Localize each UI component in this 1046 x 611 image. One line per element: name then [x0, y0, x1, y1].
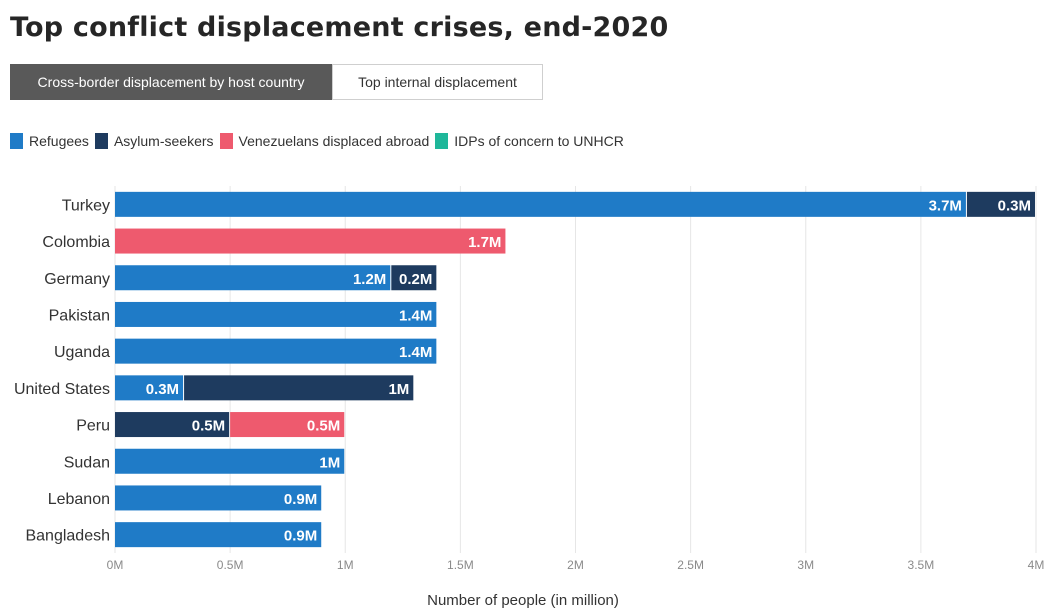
x-axis-label: Number of people (in million) [427, 592, 619, 609]
data-label: 0.5M [307, 418, 340, 435]
legend-swatch-asylum-seekers [94, 133, 108, 149]
data-label: 1.2M [353, 271, 386, 288]
chart-title: Top conflict displacement crises, end-20… [10, 12, 669, 43]
data-label: 1.4M [399, 307, 432, 324]
bar-segment [115, 228, 506, 254]
legend-label-refugees: Refugees [29, 133, 89, 149]
category-label: Uganda [54, 344, 110, 361]
bar-segment [115, 338, 437, 364]
category-label: Peru [76, 418, 110, 435]
bar-segment [115, 448, 345, 474]
tab-cross-border-displacement[interactable]: Cross-border displacement by host countr… [10, 64, 332, 100]
legend-item-refugees[interactable]: Refugees [10, 133, 89, 149]
data-label: 0.9M [284, 491, 317, 508]
bar-segment [115, 191, 966, 217]
bar-segment [115, 522, 322, 548]
chart-legend: Refugees Asylum-seekers Venezuelans disp… [10, 133, 630, 149]
bar-segment [230, 412, 345, 438]
bar-segment [115, 485, 322, 511]
legend-label-asylum-seekers: Asylum-seekers [113, 133, 214, 149]
data-label: 0.2M [399, 271, 432, 288]
data-label: 1.4M [399, 344, 432, 361]
x-tick-label: 1M [337, 558, 354, 572]
x-tick-label: 1.5M [447, 558, 474, 572]
legend-item-venezuelans[interactable]: Venezuelans displaced abroad [219, 133, 430, 149]
x-tick-label: 2M [567, 558, 584, 572]
legend-item-idps[interactable]: IDPs of concern to UNHCR [435, 133, 624, 149]
category-label: Turkey [62, 197, 110, 214]
data-label: 0.9M [284, 528, 317, 545]
bar-segment [184, 375, 414, 401]
data-label: 0.3M [146, 381, 179, 398]
legend-swatch-venezuelans [219, 133, 233, 149]
tab-top-internal-displacement[interactable]: Top internal displacement [332, 64, 543, 100]
legend-swatch-refugees [10, 133, 23, 149]
category-label: Sudan [64, 454, 110, 471]
x-tick-label: 3M [797, 558, 814, 572]
x-tick-label: 0M [107, 558, 124, 572]
data-label: 3.7M [929, 197, 962, 214]
bar-segment [966, 191, 1035, 217]
legend-label-idps: IDPs of concern to UNHCR [454, 133, 624, 149]
category-label: Lebanon [48, 491, 110, 508]
tab-bar: Cross-border displacement by host countr… [10, 64, 543, 100]
category-label: Bangladesh [25, 528, 110, 545]
category-label: United States [14, 381, 110, 398]
x-tick-label: 4M [1028, 558, 1045, 572]
bar-segment [115, 412, 230, 438]
data-label: 0.3M [998, 197, 1031, 214]
x-tick-label: 0.5M [217, 558, 244, 572]
legend-item-asylum-seekers[interactable]: Asylum-seekers [94, 133, 214, 149]
legend-swatch-idps [435, 133, 449, 149]
bar-segment [115, 375, 184, 401]
bar-segment [391, 265, 437, 291]
legend-label-venezuelans: Venezuelans displaced abroad [238, 133, 430, 149]
category-label: Germany [44, 271, 110, 288]
bar-segment [115, 301, 437, 327]
data-label: 1M [388, 381, 409, 398]
bar-segment [115, 265, 391, 291]
category-label: Colombia [42, 234, 110, 251]
x-tick-label: 2.5M [677, 558, 704, 572]
category-label: Pakistan [49, 307, 110, 324]
x-tick-label: 3.5M [908, 558, 935, 572]
data-label: 1M [319, 454, 340, 471]
data-label: 0.5M [192, 418, 225, 435]
data-label: 1.7M [468, 234, 501, 251]
